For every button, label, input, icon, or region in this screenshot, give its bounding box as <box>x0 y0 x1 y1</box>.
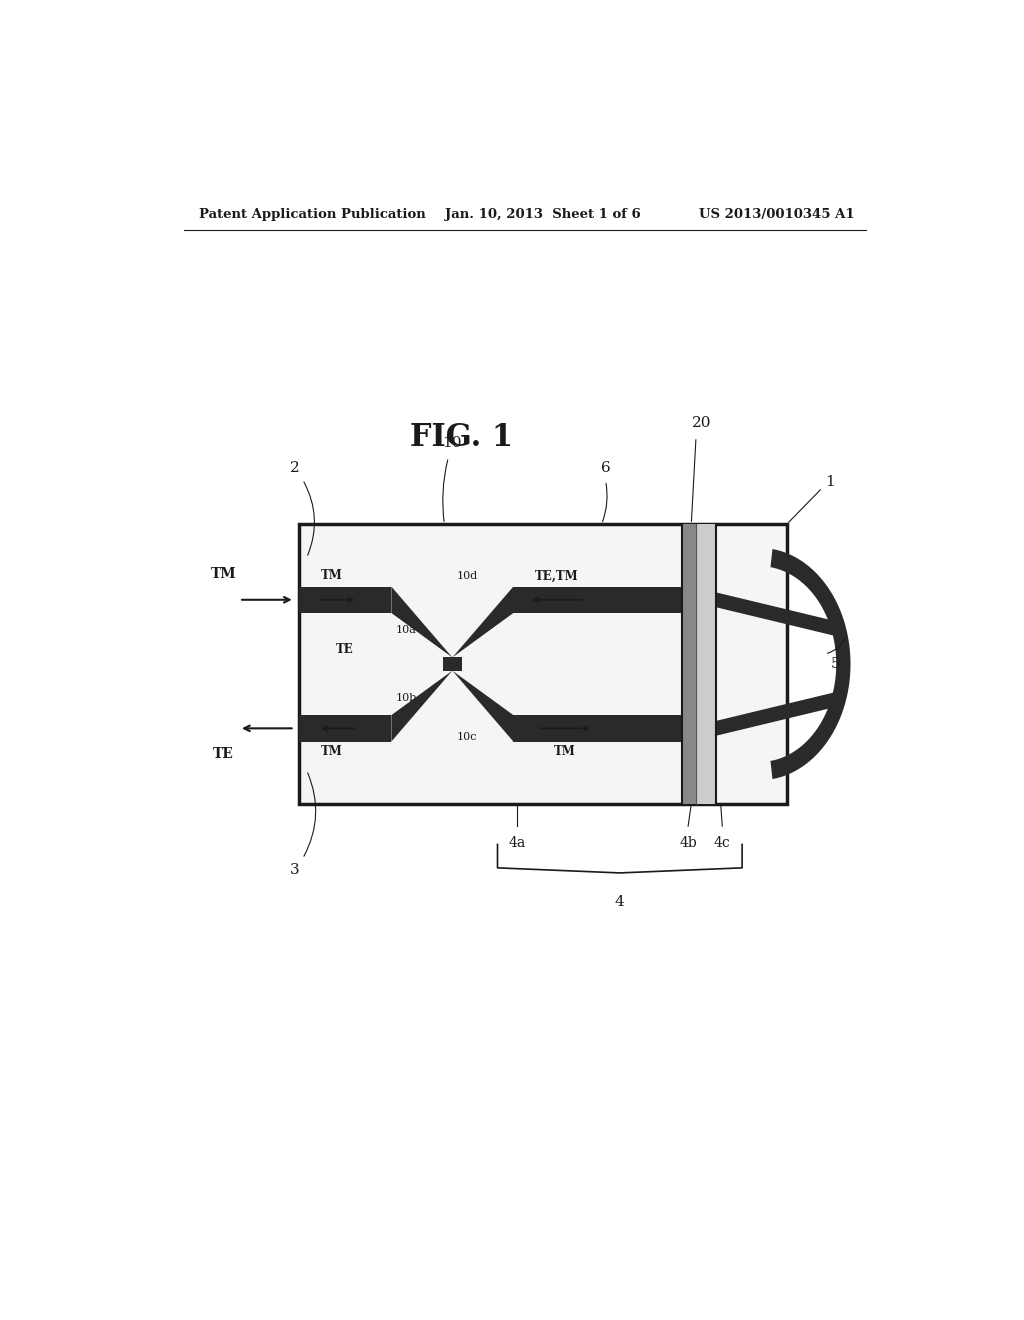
Text: FIG. 1: FIG. 1 <box>410 422 513 453</box>
Text: 10b: 10b <box>395 693 417 704</box>
Text: TM: TM <box>321 569 343 582</box>
Text: 20: 20 <box>692 416 712 430</box>
Text: TM: TM <box>210 568 237 582</box>
Polygon shape <box>453 586 513 657</box>
Text: 5: 5 <box>830 657 840 671</box>
Text: Patent Application Publication: Patent Application Publication <box>200 207 426 220</box>
Text: 4a: 4a <box>509 837 526 850</box>
Bar <box>696 524 716 804</box>
Text: 10d: 10d <box>457 572 477 582</box>
Polygon shape <box>391 586 453 657</box>
Text: 4: 4 <box>615 895 625 909</box>
Text: 6: 6 <box>601 462 610 475</box>
Bar <box>682 524 696 804</box>
Text: TM: TM <box>554 744 575 758</box>
Bar <box>299 715 391 742</box>
Bar <box>513 586 682 612</box>
Text: 4c: 4c <box>714 837 731 850</box>
Text: TE: TE <box>213 747 233 760</box>
Bar <box>442 657 462 672</box>
Polygon shape <box>770 549 851 779</box>
Polygon shape <box>453 671 513 742</box>
Text: 10: 10 <box>442 436 462 450</box>
Bar <box>299 524 786 804</box>
Bar <box>513 715 682 742</box>
Text: 3: 3 <box>290 863 299 876</box>
Bar <box>299 586 391 612</box>
Text: 4b: 4b <box>679 837 697 850</box>
Text: TE: TE <box>336 643 354 656</box>
Text: TE,TM: TE,TM <box>536 569 579 582</box>
Text: 1: 1 <box>825 475 836 488</box>
Text: TM: TM <box>321 744 343 758</box>
Text: Jan. 10, 2013  Sheet 1 of 6: Jan. 10, 2013 Sheet 1 of 6 <box>445 207 641 220</box>
Text: 10c: 10c <box>457 733 477 742</box>
Text: US 2013/0010345 A1: US 2013/0010345 A1 <box>699 207 855 220</box>
Polygon shape <box>391 671 453 742</box>
Text: 10a: 10a <box>395 626 416 635</box>
Text: 2: 2 <box>290 462 300 475</box>
